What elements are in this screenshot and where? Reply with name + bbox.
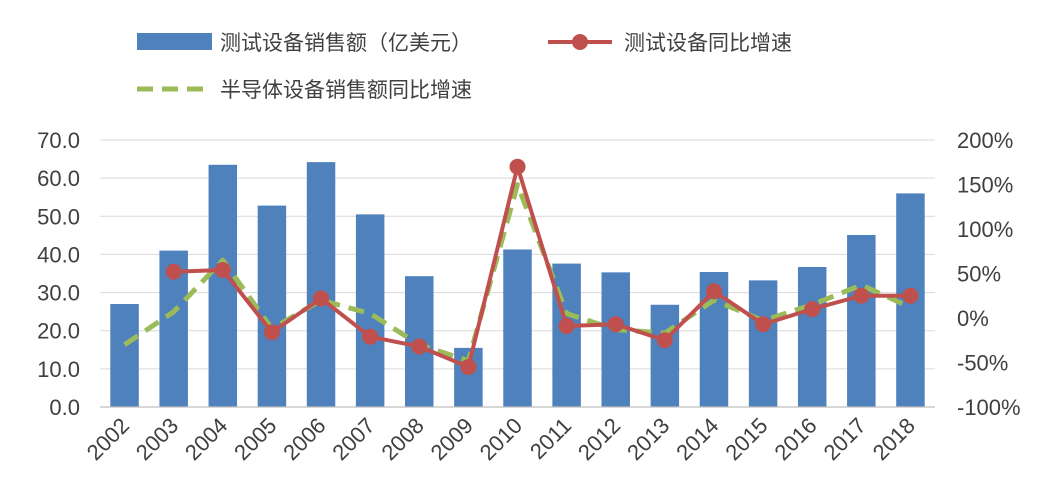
y-right-tick-label: 0% (957, 306, 989, 331)
point-red (755, 316, 772, 333)
point-red (558, 318, 575, 335)
y-left-tick-label: 0.0 (49, 395, 80, 420)
legend-swatch-marker-red (572, 34, 588, 50)
x-tick-label: 2014 (671, 413, 723, 465)
point-red (853, 287, 870, 304)
x-tick-label: 2008 (377, 413, 429, 465)
x-tick-label: 2011 (525, 413, 576, 464)
y-left-tick-label: 30.0 (37, 281, 80, 306)
y-right-tick-label: 200% (957, 128, 1013, 153)
y-left-tick-label: 50.0 (37, 204, 80, 229)
bar (208, 164, 238, 407)
y-left-tick-label: 20.0 (37, 319, 80, 344)
x-tick-label: 2017 (819, 413, 871, 465)
x-tick-label: 2013 (622, 413, 674, 465)
legend-swatch-bar (137, 33, 212, 50)
bar (797, 267, 827, 407)
bar (847, 234, 876, 407)
y-right-tick-label: 100% (957, 217, 1013, 242)
point-red (165, 263, 182, 280)
series-line-red (173, 164, 911, 369)
point-red (411, 338, 428, 355)
y-right-tick-label: 150% (957, 173, 1013, 198)
point-red (509, 158, 526, 175)
point-red (214, 261, 231, 278)
legend-label-line-green: 半导体设备销售额同比增速 (220, 78, 472, 102)
point-red (902, 287, 919, 304)
bar (552, 263, 581, 407)
bar (503, 249, 532, 407)
y-left-tick-label: 60.0 (37, 166, 80, 191)
x-tick-label: 2005 (229, 413, 281, 465)
bar (306, 162, 336, 407)
x-tick-label: 2003 (131, 413, 183, 465)
x-tick-label: 2016 (769, 413, 821, 465)
point-red (362, 328, 379, 345)
bar (257, 205, 287, 407)
legend-label-line-red: 测试设备同比增速 (624, 31, 792, 55)
x-tick-label: 2018 (868, 413, 920, 465)
bars (110, 162, 925, 407)
x-tick-label: 2006 (278, 413, 330, 465)
x-tick-label: 2004 (180, 413, 232, 465)
series-line-green (123, 182, 912, 364)
y-left-tick-label: 10.0 (37, 357, 80, 382)
bar (110, 304, 139, 407)
bar (748, 280, 778, 407)
y-left-tick-label: 40.0 (37, 242, 80, 267)
bar (650, 304, 680, 407)
bar (601, 272, 630, 407)
x-tick-label: 2010 (475, 413, 527, 465)
y-right-tick-label: -50% (957, 351, 1008, 376)
point-red (705, 283, 722, 300)
legend: 测试设备销售额（亿美元） 测试设备同比增速 半导体设备销售额同比增速 (137, 31, 792, 102)
point-red (804, 301, 821, 318)
point-red (607, 316, 624, 333)
x-tick-label: 2015 (720, 413, 772, 465)
x-tick-label: 2007 (327, 413, 379, 465)
y-right-tick-label: -100% (957, 395, 1021, 420)
lines (123, 158, 919, 375)
point-red (263, 324, 280, 341)
x-tick-label: 2012 (573, 413, 625, 465)
y-left-tick-label: 70.0 (37, 128, 80, 153)
point-red (460, 358, 477, 375)
y-right-tick-label: 50% (957, 262, 1001, 287)
point-red (313, 290, 330, 307)
x-tick-label: 2009 (426, 413, 478, 465)
legend-label-bar: 测试设备销售额（亿美元） (220, 31, 472, 55)
point-red (656, 332, 673, 349)
x-tick-label: 2002 (82, 413, 134, 465)
